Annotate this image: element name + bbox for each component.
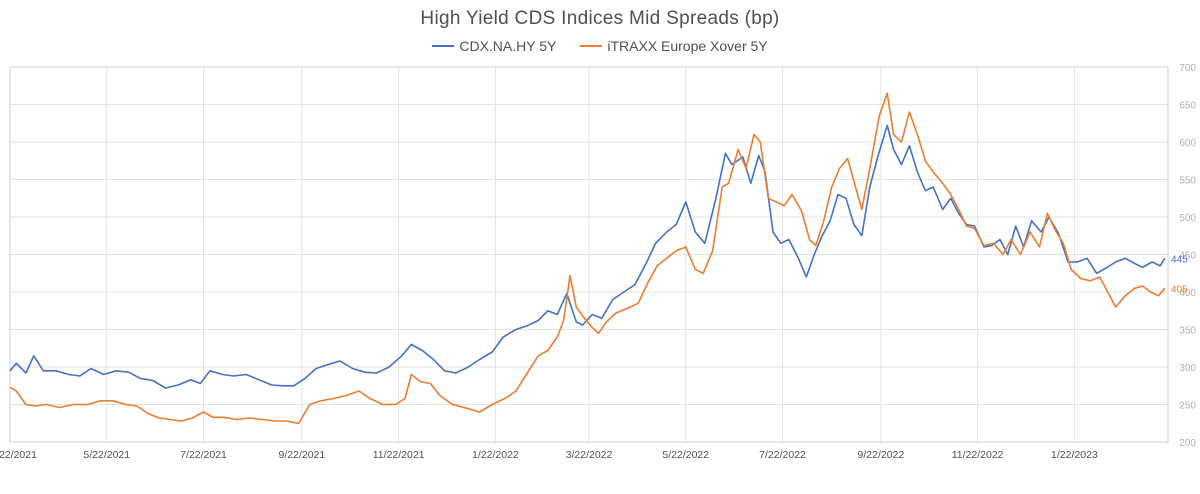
- y-tick-label: 250: [1179, 401, 1196, 412]
- x-tick-label: 11/22/2021: [373, 449, 425, 461]
- x-tick-label: 1/22/2022: [472, 449, 519, 461]
- label-layer: 200 250 300 350 400 450 500 550 600 650 700 22/2021…: [0, 63, 1196, 461]
- x-tick-label: 3/22/2022: [566, 449, 613, 461]
- plot-frame: [9, 66, 1169, 443]
- y-tick-label: 500: [1179, 213, 1196, 224]
- y-tick-label: 350: [1179, 326, 1196, 337]
- series-end-label-itraxx: 405: [1171, 284, 1188, 295]
- x-tick-label: 7/22/2022: [759, 449, 806, 461]
- series-line-itraxx: [9, 92, 1166, 425]
- legend-swatch-itraxx: [580, 45, 603, 47]
- legend-item-itraxx: iTRAXX Europe Xover 5Y: [580, 38, 768, 54]
- x-tick-label: 11/22/2022: [952, 449, 1004, 461]
- legend: CDX.NA.HY 5Y iTRAXX Europe Xover 5Y: [0, 38, 1200, 54]
- y-tick-label: 600: [1179, 138, 1196, 149]
- y-tick-label: 550: [1179, 176, 1196, 187]
- x-tick-label: 5/22/2021: [83, 449, 130, 461]
- y-tick-label: 700: [1179, 63, 1196, 74]
- legend-label-cdx: CDX.NA.HY 5Y: [459, 38, 557, 54]
- series-line-cdx: [9, 124, 1166, 389]
- x-tick-label: 5/22/2022: [662, 449, 709, 461]
- series-end-label-cdx: 445: [1171, 254, 1188, 265]
- y-tick-label: 400: [1179, 288, 1196, 299]
- grid-layer: [9, 66, 1169, 443]
- y-tick-label: 450: [1179, 251, 1196, 262]
- y-tick-label: 650: [1179, 101, 1196, 112]
- y-tick-label: 300: [1179, 363, 1196, 374]
- x-tick-label: 22/2021: [0, 449, 37, 461]
- x-tick-label: 9/22/2022: [858, 449, 905, 461]
- chart-title: High Yield CDS Indices Mid Spreads (bp): [420, 8, 780, 29]
- legend-swatch-cdx: [432, 45, 455, 47]
- legend-label-itraxx: iTRAXX Europe Xover 5Y: [607, 38, 768, 54]
- x-tick-label: 9/22/2021: [279, 449, 326, 461]
- x-tick-label: 7/22/2021: [180, 449, 227, 461]
- y-tick-label: 200: [1179, 438, 1196, 449]
- series-layer: [9, 92, 1166, 425]
- x-tick-label: 1/22/2023: [1051, 449, 1098, 461]
- legend-item-cdx: CDX.NA.HY 5Y: [432, 38, 556, 54]
